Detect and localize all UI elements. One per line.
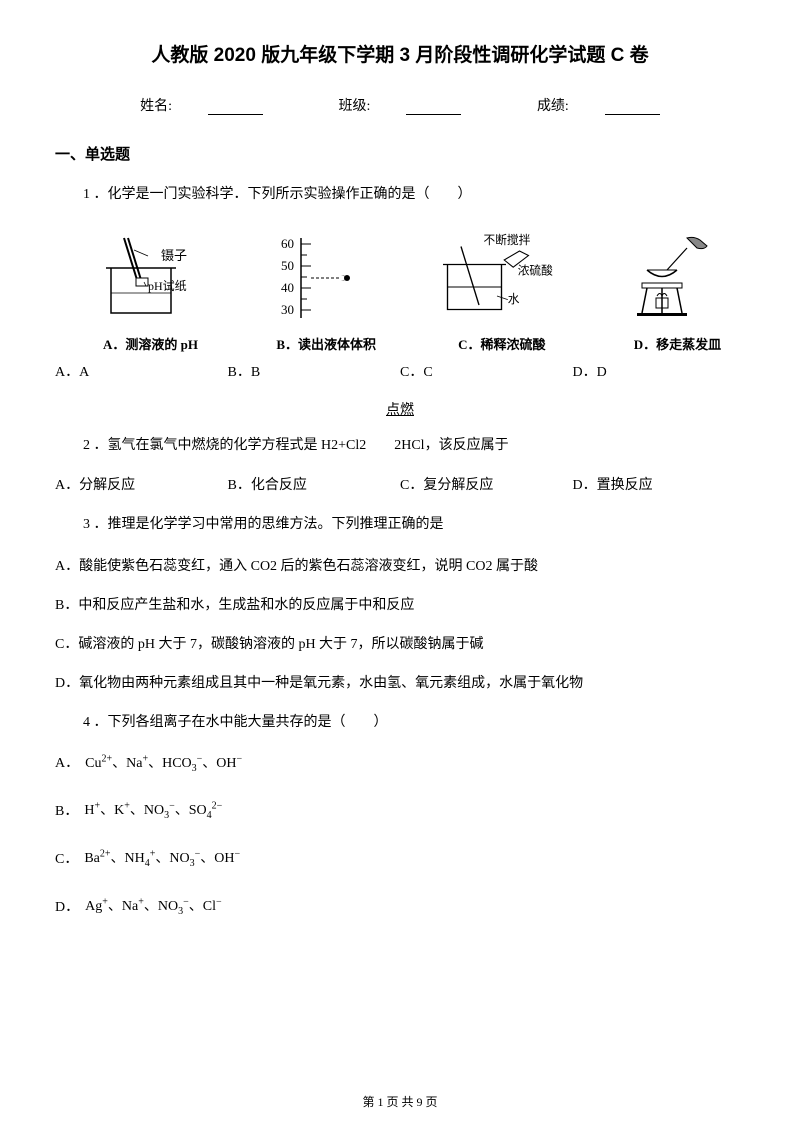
svg-text:不断搅拌: 不断搅拌	[484, 232, 531, 246]
question-4-text: 4 ．下列各组离子在水中能大量共存的是（ ）	[55, 710, 745, 735]
evaporating-dish-icon	[612, 228, 742, 328]
svg-text:60: 60	[281, 236, 294, 251]
q2-option-a: A．分解反应	[55, 474, 228, 494]
q1-caption-d: D．移走蒸发皿	[610, 334, 745, 353]
svg-text:pH试纸: pH试纸	[148, 278, 187, 293]
section-header: 一、单选题	[55, 143, 745, 164]
q4-option-c: C． Ba2+、NH4+、NO3−、OH−	[55, 847, 745, 869]
beaker-ph-icon: 镊子 pH试纸	[86, 228, 216, 328]
question-1-text: 1 ．化学是一门实验科学．下列所示实验操作正确的是（ ）	[55, 182, 745, 207]
page-footer: 第 1 页 共 9 页	[0, 1093, 800, 1110]
q1-option-b: B．B	[228, 361, 401, 381]
info-line: 姓名: 班级: 成绩:	[55, 95, 745, 115]
question-3-text: 3 ．推理是化学学习中常用的思维方法。下列推理正确的是	[55, 512, 745, 537]
q1-caption-c: C．稀释浓硫酸	[434, 334, 569, 353]
q1-image-a: 镊子 pH试纸 A．测溶液的 pH	[83, 225, 218, 353]
q2-option-b: B．化合反应	[228, 474, 401, 494]
svg-text:镊子: 镊子	[161, 248, 187, 263]
q2-options: A．分解反应 B．化合反应 C．复分解反应 D．置换反应	[55, 474, 745, 494]
name-field: 姓名:	[122, 99, 281, 114]
class-field: 班级:	[321, 99, 480, 114]
q4-option-a: A． Cu2+、Na+、HCO3−、OH−	[55, 752, 745, 774]
q2-option-d: D．置换反应	[573, 474, 746, 494]
question-1-images: 镊子 pH试纸 A．测溶液的 pH 60 50 40 30	[83, 225, 745, 353]
question-2-text: 2 ．氢气在氯气中燃烧的化学方程式是 H2+Cl2 2HCl，该反应属于	[55, 433, 745, 458]
svg-text:浓硫酸: 浓硫酸	[518, 263, 553, 277]
svg-text:40: 40	[281, 280, 294, 295]
q2-option-c: C．复分解反应	[400, 474, 573, 494]
dilute-acid-icon: 不断搅拌 浓硫酸 水	[434, 228, 569, 328]
q3-option-b: B．中和反应产生盐和水，生成盐和水的反应属于中和反应	[55, 593, 745, 618]
q1-options: A．A B．B C．C D．D	[55, 361, 745, 381]
q3-option-a: A．酸能使紫色石蕊变红，通入 CO2 后的紫色石蕊溶液变红，说明 CO2 属于酸	[55, 554, 745, 579]
q3-option-d: D．氧化物由两种元素组成且其中一种是氧元素，水由氢、氧元素组成，水属于氧化物	[55, 671, 745, 696]
q1-image-b: 60 50 40 30 B．读出液体体积	[259, 225, 394, 353]
score-field: 成绩:	[519, 99, 678, 114]
q3-option-c: C．碱溶液的 pH 大于 7，碳酸钠溶液的 pH 大于 7，所以碳酸钠属于碱	[55, 632, 745, 657]
svg-text:50: 50	[281, 258, 294, 273]
q1-option-a: A．A	[55, 361, 228, 381]
q1-image-c: 不断搅拌 浓硫酸 水 C．稀释浓硫酸	[434, 225, 569, 353]
q1-option-c: C．C	[400, 361, 573, 381]
page-title: 人教版 2020 版九年级下学期 3 月阶段性调研化学试题 C 卷	[55, 40, 745, 67]
svg-text:30: 30	[281, 302, 294, 317]
q1-image-d: D．移走蒸发皿	[610, 225, 745, 353]
q1-caption-a: A．测溶液的 pH	[83, 334, 218, 353]
dianran-label: 点燃	[55, 399, 745, 419]
svg-text:水: 水	[508, 293, 520, 306]
q4-option-b: B． H+、K+、NO3−、SO42−	[55, 799, 745, 821]
q1-option-d: D．D	[573, 361, 746, 381]
q1-caption-b: B．读出液体体积	[259, 334, 394, 353]
q4-option-d: D． Ag+、Na+、NO3−、Cl−	[55, 895, 745, 917]
cylinder-reading-icon: 60 50 40 30	[261, 228, 391, 328]
